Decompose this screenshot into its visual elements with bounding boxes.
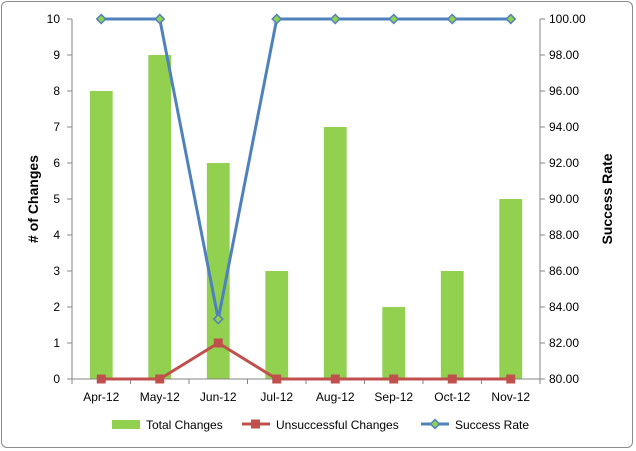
point-success-rate bbox=[446, 13, 458, 25]
lines-layer bbox=[95, 13, 517, 384]
legend-marker-success-rate bbox=[429, 418, 441, 430]
legend-label-success-rate: Success Rate bbox=[455, 418, 529, 432]
x-tick-label: May-12 bbox=[140, 390, 180, 404]
x-tick-label: Jun-12 bbox=[200, 390, 237, 404]
point-unsuccessful-changes bbox=[155, 374, 165, 384]
y-left-tick-label: 6 bbox=[53, 156, 60, 170]
y-right-tick-label: 92.00 bbox=[549, 156, 579, 170]
bar-total-changes bbox=[206, 163, 230, 379]
y-left-tick-label: 1 bbox=[53, 336, 60, 350]
y-right-tick-label: 98.00 bbox=[549, 48, 579, 62]
y-left-tick-label: 8 bbox=[53, 84, 60, 98]
y-left-tick-label: 9 bbox=[53, 48, 60, 62]
y-axis-left-title: # of Changes bbox=[25, 155, 41, 243]
point-success-rate bbox=[505, 13, 517, 25]
line-unsuccessful-changes bbox=[101, 341, 511, 381]
y-left-tick-label: 2 bbox=[53, 300, 60, 314]
line-success-rate bbox=[101, 17, 511, 321]
bar-total-changes bbox=[382, 307, 406, 379]
point-unsuccessful-changes bbox=[96, 374, 106, 384]
point-success-rate bbox=[271, 13, 283, 25]
y-left-tick-label: 5 bbox=[53, 192, 60, 206]
point-unsuccessful-changes bbox=[389, 374, 399, 384]
x-tick-label: Apr-12 bbox=[83, 390, 119, 404]
x-tick-label: Aug-12 bbox=[316, 390, 355, 404]
x-tick-label: Oct-12 bbox=[434, 390, 470, 404]
y-left-tick-label: 0 bbox=[53, 372, 60, 386]
axes-layer bbox=[67, 18, 545, 384]
y-right-tick-label: 90.00 bbox=[549, 192, 579, 206]
point-unsuccessful-changes bbox=[447, 374, 457, 384]
y-left-tick-label: 7 bbox=[53, 120, 60, 134]
legend: Total Changes Unsuccessful Changes Success… bbox=[112, 418, 529, 432]
y-right-tick-label: 88.00 bbox=[549, 228, 579, 242]
point-unsuccessful-changes bbox=[330, 374, 340, 384]
bars-layer bbox=[89, 55, 523, 379]
x-tick-label: Sep-12 bbox=[374, 390, 413, 404]
y-right-tick-label: 84.00 bbox=[549, 300, 579, 314]
point-unsuccessful-changes bbox=[213, 338, 223, 348]
point-success-rate bbox=[95, 13, 107, 25]
legend-label-unsuccessful-changes: Unsuccessful Changes bbox=[276, 418, 399, 432]
bar-total-changes bbox=[265, 271, 289, 379]
point-success-rate bbox=[329, 13, 341, 25]
y-right-tick-label: 82.00 bbox=[549, 336, 579, 350]
point-success-rate bbox=[212, 313, 224, 325]
y-right-tick-label: 94.00 bbox=[549, 120, 579, 134]
x-tick-label: Jul-12 bbox=[260, 390, 293, 404]
legend-marker-unsuccessful-changes bbox=[251, 419, 260, 429]
point-unsuccessful-changes bbox=[506, 374, 516, 384]
y-left-tick-label: 3 bbox=[53, 264, 60, 278]
y-left-tick-label: 10 bbox=[47, 12, 61, 26]
bar-total-changes bbox=[440, 271, 464, 379]
y-axis-right-title: Success Rate bbox=[599, 153, 615, 244]
bar-total-changes bbox=[89, 91, 113, 379]
point-unsuccessful-changes bbox=[272, 374, 282, 384]
labels-layer: 0 1 2 3 4 5 6 7 8 9 10 80.00 82.00 84.00 86.00 88.00 90.… bbox=[25, 12, 615, 404]
bar-total-changes bbox=[148, 55, 172, 379]
x-tick-label: Nov-12 bbox=[491, 390, 530, 404]
point-success-rate bbox=[388, 13, 400, 25]
y-right-tick-label: 96.00 bbox=[549, 84, 579, 98]
point-success-rate bbox=[154, 13, 166, 25]
y-left-tick-label: 4 bbox=[53, 228, 60, 242]
legend-swatch-total-changes bbox=[112, 420, 140, 429]
bar-total-changes bbox=[499, 199, 523, 379]
y-right-tick-label: 86.00 bbox=[549, 264, 579, 278]
y-right-tick-label: 80.00 bbox=[549, 372, 579, 386]
legend-label-total-changes: Total Changes bbox=[146, 418, 223, 432]
bar-total-changes bbox=[323, 127, 347, 379]
y-right-tick-label: 100.00 bbox=[549, 12, 586, 26]
